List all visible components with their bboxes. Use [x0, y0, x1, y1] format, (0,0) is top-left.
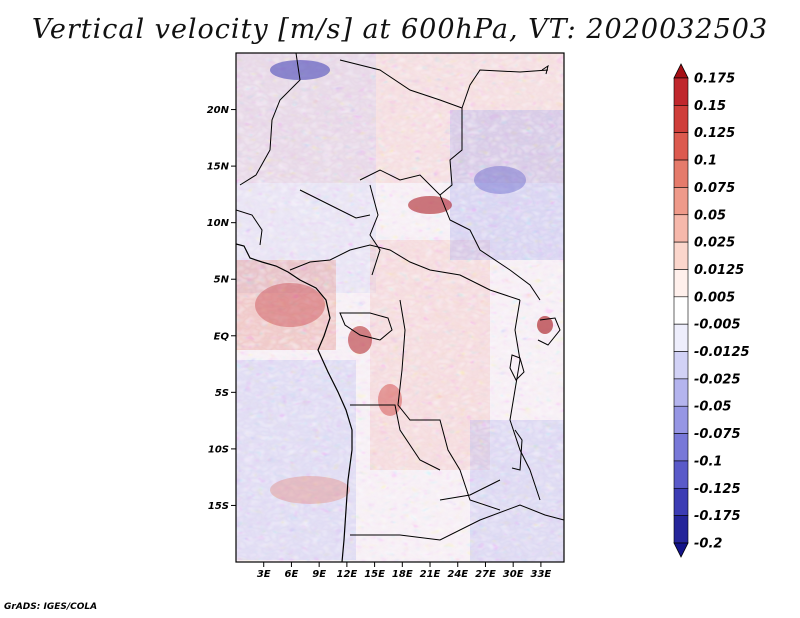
colorbar-label: 0.075 [694, 181, 735, 196]
colorbar-label: -0.1 [694, 454, 722, 469]
lat-tick-label: 20N [207, 105, 230, 116]
lon-tick-label: 18E [392, 569, 413, 580]
colorbar-swatch [673, 433, 689, 462]
lon-tick-label: 21E [420, 569, 441, 580]
colorbar-label: 0.125 [694, 126, 735, 141]
colorbar-swatch [673, 323, 689, 352]
colorbar: 0.175 0.15 0.125 0.1 0.075 0.05 0.025 0.0125 0.0… [673, 63, 750, 558]
longitude-axis: 3E 6E 9E 12E 15E 18E 21E 24E 27E 30E 33E [257, 562, 552, 580]
colorbar-swatch [673, 159, 689, 188]
colorbar-label: -0.175 [694, 509, 741, 524]
colorbar-label: 0.005 [694, 290, 735, 305]
lat-tick-label: 10N [207, 218, 230, 229]
colorbar-swatch [673, 487, 689, 516]
lat-tick-label: 10S [208, 444, 229, 455]
colorbar-label: 0.05 [694, 208, 726, 223]
colorbar-bottom-arrow [673, 542, 689, 558]
colorbar-swatch [673, 515, 689, 544]
colorbar-swatch [673, 187, 689, 216]
colorbar-top-arrow [673, 63, 689, 79]
colorbar-swatch [673, 351, 689, 380]
lon-tick-label: 3E [257, 569, 271, 580]
latitude-axis: 20N 15N 10N 5N EQ 5S 10S 15S [207, 105, 236, 512]
colorbar-label: 0.0125 [694, 263, 744, 278]
map-title: Vertical velocity [m/s] at 600hPa, VT: 2… [31, 14, 769, 45]
colorbar-swatch [673, 132, 689, 161]
colorbar-swatch [673, 378, 689, 407]
colorbar-label: -0.2 [694, 537, 722, 552]
colorbar-label: -0.075 [694, 427, 741, 442]
lon-tick-label: 24E [447, 569, 468, 580]
colorbar-swatch [673, 77, 689, 106]
lat-tick-label: 5S [215, 388, 229, 399]
lat-tick-label: 15N [207, 162, 230, 173]
lon-tick-label: 9E [312, 569, 326, 580]
country-borders [236, 53, 564, 562]
colorbar-label: -0.0125 [694, 345, 750, 360]
lon-tick-label: 6E [285, 569, 299, 580]
colorbar-label: 0.025 [694, 236, 735, 251]
lon-tick-label: 33E [531, 569, 552, 580]
lon-tick-label: 27E [475, 569, 496, 580]
colorbar-label: 0.15 [694, 99, 726, 114]
colorbar-label: -0.05 [694, 400, 731, 415]
colorbar-swatch [673, 269, 689, 298]
colorbar-label: -0.125 [694, 482, 741, 497]
lon-tick-label: 30E [503, 569, 524, 580]
credit-label: GrADS: IGES/COLA [4, 602, 98, 612]
colorbar-swatch [673, 460, 689, 489]
colorbar-label: -0.025 [694, 372, 741, 387]
colorbar-label: 0.175 [694, 72, 735, 87]
lat-tick-label: 15S [208, 501, 229, 512]
colorbar-swatch [673, 296, 689, 325]
lat-tick-label: 5N [214, 275, 230, 286]
colorbar-swatch [673, 105, 689, 134]
colorbar-swatch [673, 405, 689, 434]
velocity-field [236, 53, 564, 562]
colorbar-swatch [673, 241, 689, 270]
map-frame [235, 52, 565, 563]
lat-tick-label: EQ [214, 331, 230, 342]
colorbar-label: -0.005 [694, 318, 741, 333]
lon-tick-label: 15E [364, 569, 385, 580]
colorbar-swatch [673, 214, 689, 243]
colorbar-label: 0.1 [694, 154, 717, 169]
lon-tick-label: 12E [336, 569, 357, 580]
